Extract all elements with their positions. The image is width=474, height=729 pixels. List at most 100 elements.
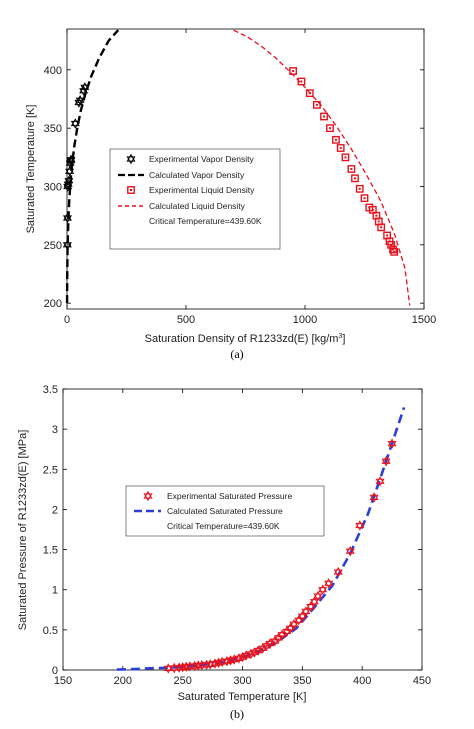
panel-a-legend: Experimental Vapor Density Calculated Va… (109, 148, 281, 250)
legend-hexagram-icon-tri-up (126, 153, 136, 162)
panel-a-data-point-square (360, 194, 369, 203)
panel-b-data-point-tri-down (345, 548, 355, 557)
panel-a-data-point (289, 67, 297, 75)
panel-a: 0 500 1000 1500 200 250 300 350 400 Saturation D… (25, 28, 436, 361)
panel-b-data-point (369, 492, 379, 503)
panel-a-data-point-dot (334, 138, 337, 141)
panel-a-data-point (336, 144, 345, 152)
panel-a-data-point-dot (328, 127, 331, 130)
panel-b-x-tick-label: 150 (54, 675, 72, 687)
panel-b-x-tick-label: 350 (293, 675, 311, 687)
panel-a-data-point (66, 154, 76, 165)
panel-a-data-point (351, 174, 359, 183)
panel-a-data-point-tri-down (65, 168, 75, 177)
panel-b-data-point-tri-down (237, 654, 248, 663)
panel-b-x-axis-label: Saturated Temperature [K] (178, 691, 307, 703)
panel-a-data-point-tri-up (62, 212, 72, 221)
panel-a-data-point-dot (380, 226, 383, 229)
panel-b: 150 200 250 300 350 400 450 0 0.5 1 1.5 2 2.5 3 3.5 Sa… (17, 384, 431, 721)
panel-a-data-point-dot (390, 243, 393, 246)
panel-a-data-point-dot (323, 115, 326, 118)
panel-b-y-tick-label: 1 (52, 585, 58, 597)
panel-a-data-point (62, 212, 72, 224)
panel-b-data-point (375, 476, 385, 487)
panel-a-x-axis-label: Saturation Density of R1233zd(E) [kg/m3] (145, 333, 346, 345)
panel-b-x-tick-label: 250 (173, 675, 191, 687)
panel-a-data-point (297, 77, 306, 86)
panel-a-data-point-tri-down (63, 181, 73, 190)
panel-a-data-point-tri-down (62, 215, 72, 224)
panel-b-data-point (297, 611, 307, 622)
panel-a-data-point-dot (308, 92, 311, 95)
panel-b-data-point-tri-up (163, 663, 173, 671)
panel-b-data-point-tri-down (249, 649, 259, 658)
legend-label-pressure-calc: Calculated Saturated Pressure (167, 506, 283, 516)
panel-b-data-point-tri-up (301, 606, 311, 614)
panel-b-data-point-tri-up (306, 601, 316, 610)
panel-b-critical-temp-note: Critical Temperature=439.60K (167, 521, 280, 531)
panel-b-data-point (301, 606, 311, 617)
panel-b-data-point-tri-up (345, 545, 355, 554)
panel-b-data-point-tri-down (277, 632, 287, 640)
panel-b-data-point-tri-up (294, 615, 304, 623)
legend-label-pressure-exp: Experimental Saturated Pressure (167, 491, 292, 501)
panel-a-x-tick-label: 500 (177, 314, 195, 326)
panel-a-data-point-dot (339, 147, 342, 149)
panel-b-data-point (289, 619, 299, 630)
panel-b-ticks: 150 200 250 300 350 400 450 0 0.5 1 1.5 2 2.5 3 3.5 (43, 384, 431, 687)
panel-a-data-point-tri-down (70, 120, 80, 129)
panel-a-data-point-square (326, 124, 334, 133)
panel-b-data-point (163, 663, 173, 674)
panel-b-data-point-tri-down (324, 580, 334, 589)
panel-b-x-tick-label: 200 (114, 675, 132, 687)
panel-a-y-tick-label: 300 (44, 182, 62, 194)
legend-marker-vapor-exp (126, 153, 136, 165)
panel-a-data-point-dot (315, 103, 318, 106)
panel-a-data-point-tri-down (63, 183, 73, 192)
panel-a-data-point-square (355, 184, 364, 193)
legend-marker-pressure-exp (143, 490, 153, 502)
panel-a-data-point-square (313, 100, 321, 109)
panel-a-data-point-tri-down (80, 84, 90, 93)
panel-a-data-point (320, 112, 328, 121)
panel-b-data-point-tri-up (387, 438, 397, 447)
panel-b-data-point-tri-down (355, 522, 365, 531)
legend-label-vapor-calc: Calculated Vapor Density (149, 170, 245, 180)
panel-a-x-tick-label: 1000 (293, 314, 317, 326)
legend-hexagram-icon (143, 490, 153, 502)
panel-a-data-point-dot (353, 177, 356, 180)
panel-b-caption: (b) (230, 707, 244, 721)
panel-a-data-point-dot (344, 156, 347, 159)
legend-hexagram-icon-tri-down (143, 493, 153, 502)
panel-a-data-point-square (377, 223, 386, 232)
panel-a-data-point (332, 135, 340, 144)
panel-b-y-tick-label: 1.5 (43, 545, 58, 557)
panel-b-data-point-tri-down (309, 599, 319, 607)
panel-b-y-tick-label: 2 (52, 504, 58, 516)
panel-a-data-point (347, 165, 356, 173)
panel-b-data-point (355, 520, 365, 531)
panel-b-data-point-tri-down (369, 494, 379, 503)
panel-a-data-point-tri-up (64, 175, 74, 184)
panel-a-x-tick-label: 0 (64, 314, 70, 326)
panel-b-y-tick-label: 0.5 (43, 625, 58, 637)
panel-a-data-point-square (320, 112, 328, 121)
legend-hexagram-icon-tri-down (126, 156, 136, 165)
legend-hexagram-icon-tri-up (143, 490, 153, 499)
panel-b-data-point-tri-down (301, 608, 311, 617)
panel-b-data-point-tri-up (375, 476, 385, 484)
panel-a-data-point-dot (292, 70, 295, 72)
panel-a-data-point-square (305, 89, 314, 98)
panel-a-data-point-square (289, 67, 297, 75)
panel-a-ticks: 0 500 1000 1500 200 250 300 350 400 (44, 29, 436, 326)
panel-b-data-point-tri-down (265, 640, 275, 649)
legend-hexagram-icon (126, 153, 136, 165)
panel-a-data-point (326, 124, 334, 133)
panel-a-data-point-tri-up (70, 118, 80, 127)
panel-a-caption: (a) (230, 347, 243, 361)
panel-b-data-point (345, 545, 355, 557)
panel-b-data-point (309, 596, 319, 607)
panel-b-y-tick-label: 0 (52, 665, 58, 677)
panel-a-data-point (80, 82, 90, 93)
panel-b-data-point-tri-down (297, 613, 307, 622)
